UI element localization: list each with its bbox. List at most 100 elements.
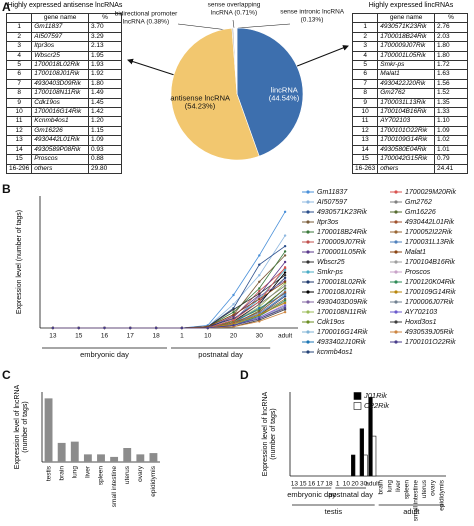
- table-cell: 1700001L05Rik: [377, 50, 435, 62]
- table-cell: 6: [5, 69, 33, 80]
- series-line: [52, 307, 286, 329]
- slice-value: (54.23%): [184, 101, 216, 110]
- table-cell: 3.29: [88, 31, 122, 43]
- point: [283, 268, 287, 272]
- table-cell: 1.15: [88, 125, 122, 137]
- legend-marker: [306, 250, 310, 254]
- table-cell: 1.49: [88, 88, 122, 99]
- x-tick-label: epididymis: [150, 465, 157, 496]
- table-row: 7 4930422J20Rik 1.56: [351, 78, 468, 90]
- table-row: 5 1700018L02Rik 1.93: [5, 60, 122, 71]
- point: [77, 326, 80, 330]
- legend-marker: [394, 320, 398, 324]
- table-cell: 4: [5, 50, 33, 62]
- legend-label: AY702103: [404, 309, 437, 316]
- legend-label: 1700109G14Rik: [405, 289, 456, 296]
- series-line: [52, 235, 286, 329]
- legend-label: Gm11837: [317, 189, 348, 196]
- point: [283, 266, 287, 269]
- table-title: Highly expressed antisense lncRNAs: [7, 2, 123, 9]
- slice-label: sense overlapping lncRNA (0.71%): [201, 2, 267, 17]
- legend-label: 1700018B24Rik: [317, 229, 367, 236]
- bar: [123, 448, 132, 462]
- x-tick-label: 16: [308, 481, 316, 488]
- table-cell: 12: [5, 125, 33, 137]
- table-cell: Gm2762: [377, 88, 435, 99]
- table-cell: 4930442L01Rik: [31, 135, 89, 146]
- legend-label: O22Rik: [364, 401, 390, 410]
- table-cell: 8: [5, 88, 33, 99]
- table-cell: 0.93: [88, 144, 122, 156]
- table-cell: 16-296: [5, 163, 33, 174]
- point: [51, 326, 55, 330]
- table-cell: 1.35: [434, 97, 468, 109]
- table-cell: 2.76: [434, 22, 468, 33]
- legend-label: 1700104B16Rik: [405, 259, 455, 266]
- point: [283, 291, 287, 294]
- table-cell: 1.42: [88, 107, 122, 118]
- point: [283, 274, 287, 277]
- legend-marker: [306, 230, 310, 234]
- table-cell: 1.95: [88, 50, 122, 62]
- table-cell: 1700104B16Rik: [377, 107, 435, 118]
- table: gene name% 1 Gm11837 3.70 2 AI507597 3.29 3 Itpr…: [5, 12, 122, 174]
- table-row: 6 Malat1 1.63: [351, 69, 468, 80]
- point: [283, 260, 287, 264]
- group-label: postnatal day: [328, 490, 373, 499]
- point: [283, 301, 287, 305]
- legend-marker: [306, 280, 310, 284]
- legend-marker: [306, 300, 310, 304]
- x-tick-label: testis: [45, 465, 52, 481]
- legend-label: 1700009J07Rik: [317, 239, 366, 246]
- point: [283, 234, 287, 237]
- point: [283, 287, 287, 290]
- slice-name: sense overlapping lncRNA: [207, 1, 261, 17]
- legend-marker: [394, 330, 398, 334]
- x-tick-label: lung: [71, 466, 78, 479]
- point: [283, 244, 287, 248]
- table-cell: 16-263: [351, 163, 379, 174]
- table-cell: 1.09: [434, 125, 468, 137]
- table-cell: 2.03: [434, 31, 468, 43]
- table-row: 10 1700104B16Rik 1.33: [351, 107, 468, 118]
- table-cell: 1.93: [88, 60, 122, 71]
- table-cell: 1.80: [434, 41, 468, 52]
- legend-marker: [306, 310, 310, 314]
- table-cell: 1.72: [434, 60, 468, 71]
- slice-name: bidirectional promoter lncRNA: [114, 10, 178, 26]
- point: [232, 308, 235, 311]
- x-tick-label: ovary: [137, 465, 144, 482]
- table-cell: 9: [5, 97, 33, 109]
- point: [258, 307, 261, 310]
- table-cell: 1700031L13Rik: [377, 97, 435, 109]
- table-cell: 29.80: [88, 163, 122, 174]
- table-cell: 9: [351, 97, 379, 109]
- point: [283, 250, 287, 253]
- bar: [97, 454, 105, 462]
- slice-name: sense intronic lncRNA: [280, 8, 344, 16]
- legend-marker: [394, 230, 398, 234]
- table-header: gene name%: [351, 12, 468, 24]
- point: [232, 324, 235, 327]
- table-cell: 13: [351, 135, 379, 146]
- table-row: 13 1700109G14Rik 1.02: [351, 135, 468, 146]
- legend-label: Hoxd3os1: [405, 319, 437, 326]
- table-cell: 13: [5, 135, 33, 146]
- table-cell: 1.10: [434, 116, 468, 127]
- table-row: 5 Smkr-ps 1.72: [351, 60, 468, 71]
- table-cell: 6: [351, 69, 379, 80]
- table-row: 9 1700031L13Rik 1.35: [351, 97, 468, 109]
- table-cell: 1700018L02Rik: [31, 60, 89, 71]
- legend-swatch: [353, 402, 362, 410]
- x-tick-label: 10: [343, 481, 351, 488]
- bar: [83, 454, 92, 462]
- table-cell: 11: [5, 116, 33, 127]
- slice-label: sense intronic lncRNA (0.13%): [279, 9, 345, 24]
- table-cell: 4930589P08Rik: [31, 144, 89, 156]
- bar: [149, 453, 158, 462]
- table-row: 12 Gm16226 1.15: [5, 125, 122, 137]
- table-cell: 1700101O22Rik: [377, 125, 435, 137]
- slice-label: lincRNA (44.54%): [259, 86, 309, 102]
- legend-label: J01Rik: [363, 391, 388, 400]
- legend-label: 1700108N11Rik: [317, 309, 367, 316]
